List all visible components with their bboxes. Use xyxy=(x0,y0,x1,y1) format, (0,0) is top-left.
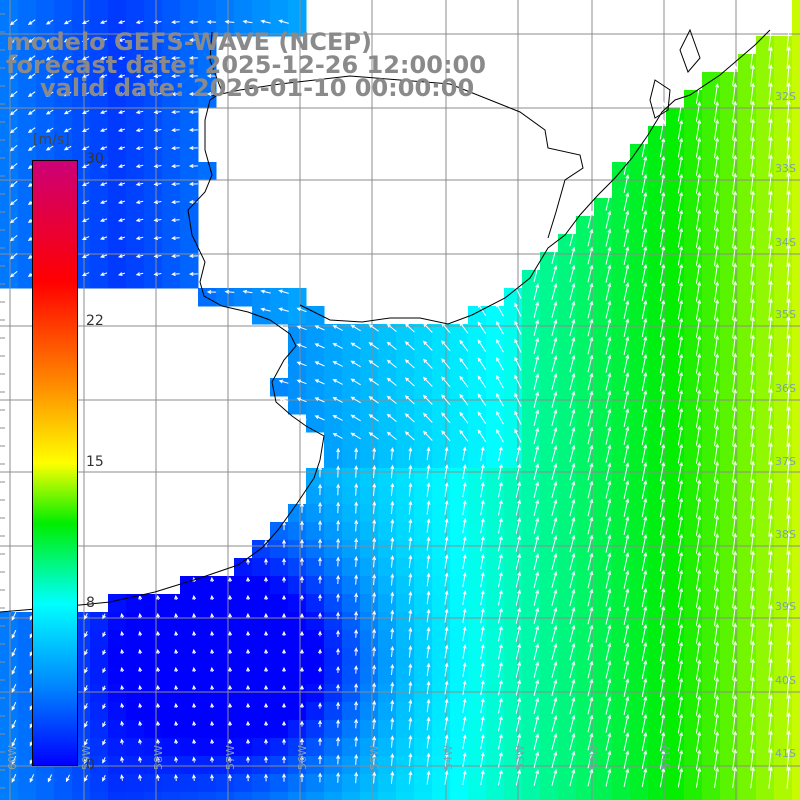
colorbar-unit: [m/s] xyxy=(33,132,70,148)
longitude-label: 56W xyxy=(296,745,309,770)
valid-date: valid date: 2026-01-10 00:00:00 xyxy=(40,74,475,102)
colorbar-tick-label: 8 xyxy=(86,595,95,612)
latitude-label: 38S xyxy=(775,528,796,541)
latitude-label: 36S xyxy=(775,382,796,395)
wind-arrows xyxy=(9,19,791,789)
latitude-label: 40S xyxy=(775,674,796,687)
longitude-label: 57W xyxy=(224,745,237,770)
latitude-label: 32S xyxy=(775,90,796,103)
colorbar-tick-label: 15 xyxy=(86,454,104,470)
longitude-label: 51W xyxy=(660,745,673,770)
latitude-label: 33S xyxy=(775,162,796,175)
colorbar-tick-label: 30 xyxy=(86,151,104,167)
latitude-label: 35S xyxy=(775,308,796,321)
latitude-label: 39S xyxy=(775,600,796,613)
longitude-label: 55W xyxy=(368,745,381,770)
latitude-labels: 32S 33S 34S 35S 36S 37S 38S 39S 40S 41S xyxy=(775,90,796,760)
longitude-label: 52W xyxy=(588,745,601,770)
latitude-label: 34S xyxy=(775,236,796,249)
longitude-label: 54W xyxy=(442,745,455,770)
longitude-label: 60W xyxy=(6,745,19,770)
title-model: modelo GEFS-WAVE (NCEP) xyxy=(6,28,372,56)
colorbar-tick-label: 22 xyxy=(86,312,104,329)
colorbar-tick-label: 0 xyxy=(86,757,95,773)
longitude-label: 58W xyxy=(152,745,165,770)
longitude-label: 53W xyxy=(514,745,527,770)
latitude-label: 37S xyxy=(775,455,796,468)
forecast-date: forecast date: 2025-12-26 12:00:00 xyxy=(6,51,486,79)
latitude-label: 41S xyxy=(775,747,796,760)
colorbar xyxy=(32,160,78,766)
longitude-labels: 60W 59W 58W 57W 56W 55W 54W 53W 52W 51W xyxy=(6,745,673,770)
coastline xyxy=(0,28,771,613)
longitude-label: 59W xyxy=(80,745,93,770)
